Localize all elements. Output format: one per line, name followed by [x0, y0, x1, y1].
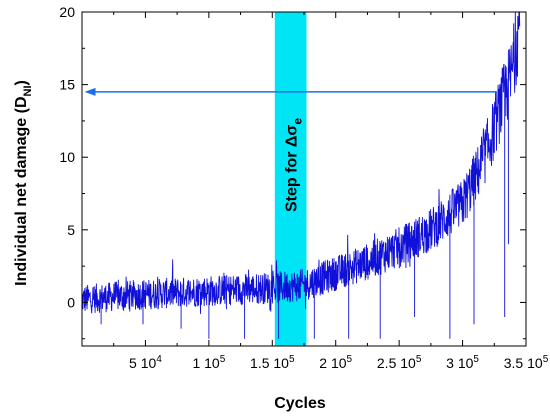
x-tick-label: 1.5 105	[250, 354, 295, 371]
x-tick-label-exponent: 4	[156, 354, 162, 365]
x-tick-label: 2.5 105	[377, 354, 422, 371]
x-tick-label-exponent: 5	[347, 354, 353, 365]
y-axis-title-main: Individual net damage (D	[13, 96, 30, 285]
x-tick-label: 2 105	[319, 354, 352, 371]
x-tick-label-main: 3 10	[446, 355, 473, 371]
x-tick-label-main: 3.5 10	[504, 355, 543, 371]
plot-layer	[82, 12, 521, 346]
x-tick-label-main: 2.5 10	[377, 355, 416, 371]
x-tick-label-exponent: 5	[416, 354, 422, 365]
x-tick-label-main: 2 10	[319, 355, 346, 371]
x-tick-label: 1 105	[192, 354, 225, 371]
y-axis-title-close: )	[13, 80, 30, 85]
band-label: Step for Δσe	[284, 118, 305, 212]
y-tick-label: 20	[59, 4, 75, 20]
x-tick-label-exponent: 5	[220, 354, 226, 365]
plot-clipped	[82, 12, 521, 346]
band-label-main: Step for Δσ	[284, 125, 301, 212]
damage-series-line	[82, 12, 521, 339]
band-label-subscript: e	[291, 118, 305, 125]
y-axis-title: Individual net damage (DNI)	[13, 80, 34, 286]
x-tick-label-main: 5 10	[129, 355, 156, 371]
x-tick-label-main: 1.5 10	[250, 355, 289, 371]
y-tick-label: 0	[67, 294, 75, 310]
y-tick-label: 15	[59, 77, 75, 93]
x-tick-label: 3 105	[446, 354, 479, 371]
x-tick-label-exponent: 5	[473, 354, 479, 365]
x-tick-label-exponent: 5	[289, 354, 295, 365]
arrow-head	[84, 87, 96, 96]
y-axis-title-subscript: NI	[22, 85, 34, 96]
y-tick-label: 5	[67, 222, 75, 238]
x-tick-label-main: 1 10	[192, 355, 219, 371]
x-tick-label-exponent: 5	[543, 354, 549, 365]
x-tick-label: 3.5 105	[504, 354, 549, 371]
x-axis-title: Cycles	[274, 395, 326, 412]
y-tick-label: 10	[59, 149, 75, 165]
x-tick-label: 5 104	[129, 354, 162, 371]
